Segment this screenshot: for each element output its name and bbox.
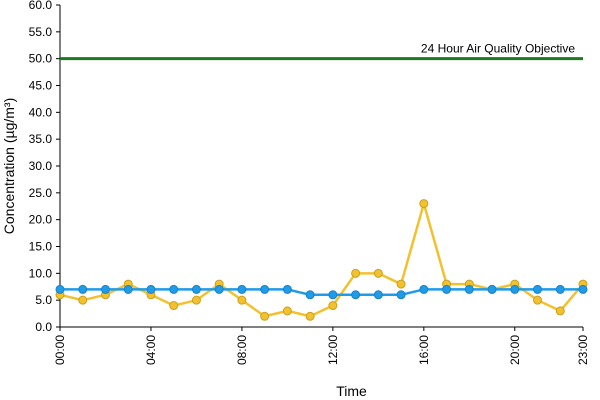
series-line (60, 288, 583, 297)
y-tick-label: 35.0 (29, 132, 53, 146)
data-point (169, 301, 179, 311)
data-point (578, 284, 588, 294)
x-axis-title: Time (336, 383, 367, 399)
y-tick-label: 40.0 (29, 105, 53, 119)
y-tick-label: 45.0 (29, 79, 53, 93)
data-point (78, 295, 88, 305)
y-tick-label: 60.0 (29, 0, 53, 12)
data-point (555, 284, 565, 294)
y-tick-label: 15.0 (29, 240, 53, 254)
data-point (237, 295, 247, 305)
x-tick-label: 00:00 (53, 335, 67, 365)
data-point (282, 306, 292, 316)
data-point (328, 290, 338, 300)
data-point (123, 284, 133, 294)
data-point (442, 284, 452, 294)
data-point (260, 284, 270, 294)
x-tick-label: 23:00 (576, 335, 590, 365)
data-point (100, 284, 110, 294)
x-axis-ticks: 00:00 04:00 08:00 12:00 16:00 20:00 23:00 (53, 327, 590, 365)
data-point (396, 279, 406, 289)
data-point (419, 199, 429, 209)
data-point (555, 306, 565, 316)
y-axis-title: Concentration (µg/m³) (1, 98, 17, 234)
data-point (510, 284, 520, 294)
y-tick-label: 5.0 (35, 293, 52, 307)
x-tick-label: 20:00 (508, 335, 522, 365)
reference-line-label: 24 Hour Air Quality Objective (421, 42, 575, 56)
data-point (396, 290, 406, 300)
data-point (487, 284, 497, 294)
data-point (169, 284, 179, 294)
data-point (419, 284, 429, 294)
data-point (237, 284, 247, 294)
data-point (351, 290, 361, 300)
data-point (146, 284, 156, 294)
y-tick-label: 55.0 (29, 25, 53, 39)
data-point (282, 284, 292, 294)
x-tick-label: 16:00 (417, 335, 431, 365)
data-point (351, 268, 361, 278)
y-tick-label: 50.0 (29, 52, 53, 66)
data-point (305, 311, 315, 321)
data-point (260, 311, 270, 321)
y-tick-label: 20.0 (29, 213, 53, 227)
data-point (191, 295, 201, 305)
x-tick-label: 04:00 (144, 335, 158, 365)
y-tick-label: 0.0 (35, 320, 52, 334)
series-line (59, 202, 584, 318)
y-tick-label: 25.0 (29, 186, 53, 200)
data-point (214, 284, 224, 294)
data-point (373, 268, 383, 278)
x-tick-label: 12:00 (326, 335, 340, 365)
data-point (78, 284, 88, 294)
data-point (373, 290, 383, 300)
data-point (55, 284, 65, 294)
data-point (305, 290, 315, 300)
data-point (533, 284, 543, 294)
x-tick-label: 08:00 (235, 335, 249, 365)
y-axis-ticks: 0.0 5.0 10.0 15.0 20.0 25.0 30.0 35.0 40.0 45.0 50… (29, 0, 60, 334)
data-point (464, 284, 474, 294)
reference-line-group: 24 Hour Air Quality Objective (60, 42, 583, 61)
y-tick-label: 10.0 (29, 266, 53, 280)
data-point (328, 301, 338, 311)
y-tick-label: 30.0 (29, 159, 53, 173)
series-group (55, 199, 588, 321)
data-point (533, 295, 543, 305)
data-point (191, 284, 201, 294)
